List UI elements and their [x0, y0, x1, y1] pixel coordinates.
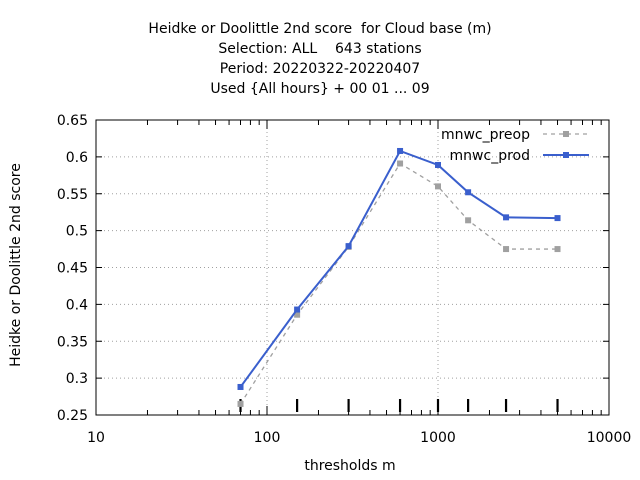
y-tick-label: 0.6: [66, 150, 88, 166]
y-axis: 0.25 0.3 0.35 0.4 0.45 0.5 0.55 0.6 0.65: [57, 113, 609, 424]
data-point-mnwc_prod: [465, 189, 472, 196]
y-axis-title: Heidke or Doolittle 2nd score: [8, 163, 24, 367]
x-tick-label: 100: [254, 430, 281, 446]
x-axis: 10 100 1000 10000: [87, 120, 631, 446]
data-point-mnwc_preop: [435, 183, 441, 190]
y-tick-label: 0.3: [66, 371, 88, 387]
legend-label-mnwc_preop: mnwc_preop: [441, 127, 530, 143]
series-line-mnwc_prod: [239, 149, 558, 388]
series-line-mnwc_preop: [239, 162, 558, 405]
y-tick-label: 0.25: [57, 408, 88, 424]
y-tick-label: 0.45: [57, 261, 88, 277]
y-tick-label: 0.5: [66, 224, 88, 240]
data-point-mnwc_preop: [294, 311, 301, 318]
data-point-mnwc_preop: [554, 246, 561, 253]
legend-marker-mnwc_preop: [563, 131, 569, 137]
series-layer: [237, 147, 561, 407]
data-point-mnwc_prod: [345, 243, 352, 250]
x-tick-label: 10000: [587, 430, 632, 446]
x-tick-label: 10: [87, 430, 105, 446]
data-point-mnwc_prod: [294, 306, 301, 313]
y-tick-label: 0.4: [66, 297, 88, 313]
chart-title-line-2: Selection: ALL 643 stations: [218, 41, 422, 57]
data-point-mnwc_prod: [554, 215, 561, 222]
chart-title-line-4: Used {All hours} + 00 01 ... 09: [210, 81, 430, 97]
data-point-mnwc_prod: [397, 147, 404, 154]
data-point-mnwc_prod: [237, 383, 244, 390]
data-point-mnwc_preop: [397, 160, 404, 167]
legend: mnwc_preop mnwc_prod: [441, 127, 589, 164]
data-point-mnwc_preop: [465, 217, 472, 224]
data-point-mnwc_prod: [503, 214, 510, 221]
data-point-mnwc_preop: [237, 400, 244, 407]
chart-title-line-1: Heidke or Doolittle 2nd score for Cloud …: [148, 21, 492, 37]
x-axis-title: thresholds m: [304, 458, 395, 474]
data-point-mnwc_preop: [503, 246, 510, 253]
y-tick-label: 0.35: [57, 334, 88, 350]
legend-label-mnwc_prod: mnwc_prod: [450, 148, 530, 164]
y-tick-label: 0.55: [57, 187, 88, 203]
y-tick-label: 0.65: [57, 113, 88, 129]
legend-marker-mnwc_prod: [563, 152, 569, 158]
threshold-markers: [239, 399, 559, 412]
data-point-mnwc_prod: [435, 161, 441, 168]
grid: [96, 120, 609, 415]
chart-title-line-3: Period: 20220322-20220407: [219, 61, 421, 77]
x-tick-label: 1000: [420, 430, 456, 446]
